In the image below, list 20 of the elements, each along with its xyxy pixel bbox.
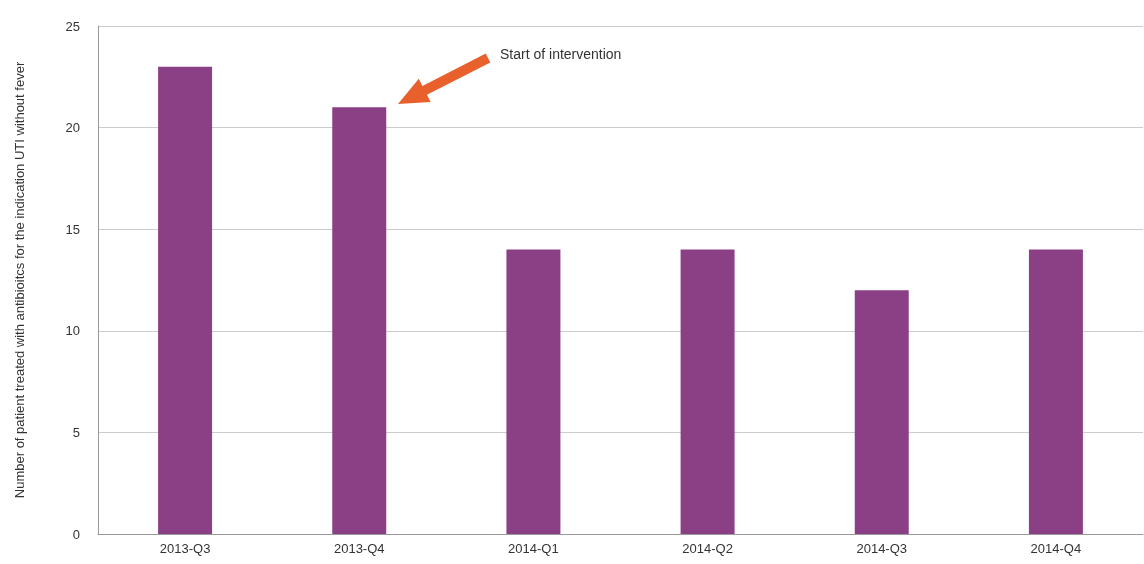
bar — [506, 249, 561, 534]
x-tick-label: 2014-Q2 — [682, 541, 733, 556]
x-tick-label: 2014-Q3 — [856, 541, 908, 556]
bar — [332, 107, 387, 534]
y-tick-label: 20 — [65, 120, 80, 136]
bar — [158, 66, 213, 534]
x-tick-label: 2014-Q1 — [508, 541, 559, 556]
bar — [1028, 249, 1083, 534]
x-tick-label: 2013-Q3 — [159, 541, 211, 556]
y-tick-label: 15 — [65, 221, 80, 237]
y-tick-label: 10 — [65, 323, 80, 339]
x-tick-label: 2014-Q4 — [1030, 541, 1082, 556]
bar — [680, 249, 735, 534]
annotation: Start of intervention — [500, 46, 622, 62]
y-tick-label: 0 — [72, 526, 80, 542]
y-tick-label: 5 — [72, 424, 80, 440]
y-axis-title: Number of patient treated with antibioitcs for the indication UTI without fever — [12, 61, 27, 499]
y-tick-label: 25 — [65, 18, 80, 34]
bar — [854, 290, 909, 534]
x-tick-label: 2013-Q4 — [333, 541, 385, 556]
